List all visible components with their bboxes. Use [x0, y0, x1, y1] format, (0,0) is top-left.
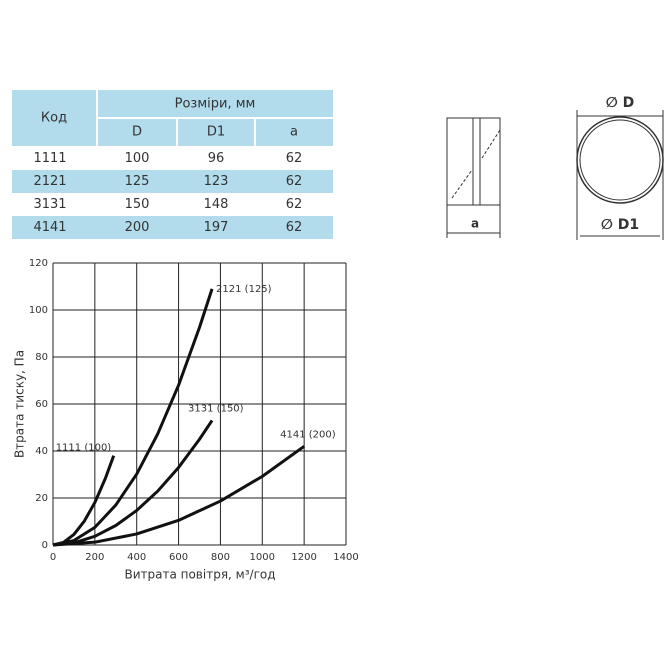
- y-tick-label: 40: [35, 446, 48, 457]
- outer-dim-label: ∅ D: [606, 95, 635, 111]
- hidden-line: [481, 129, 501, 159]
- curve: [52, 445, 306, 547]
- curve: [52, 288, 214, 547]
- x-tick-label: 200: [85, 552, 104, 563]
- x-tick-label: 0: [50, 552, 56, 563]
- table-cell: 62: [286, 151, 303, 166]
- y-axis-label: Втрата тиску, Па: [13, 350, 27, 458]
- table-cell: 62: [286, 197, 303, 212]
- y-tick-label: 100: [29, 305, 48, 316]
- x-tick-label: 1200: [291, 552, 316, 563]
- outer-circle: [576, 116, 664, 204]
- x-tick-label: 1000: [250, 552, 275, 563]
- row-band: [12, 170, 333, 193]
- series-label: 2121 (125): [216, 284, 272, 295]
- table-cell: 197: [204, 220, 229, 235]
- hidden-line: [451, 169, 473, 199]
- x-tick-label: 800: [211, 552, 230, 563]
- x-axis-label: Витрата повітря, м³/год: [124, 568, 275, 582]
- table-cell: 200: [125, 220, 150, 235]
- y-tick-label: 0: [42, 540, 48, 551]
- table-cell: 96: [208, 151, 225, 166]
- row-band: [12, 216, 333, 239]
- side-view: [446, 117, 501, 238]
- table-cell: 100: [125, 151, 150, 166]
- table-cell: 2121: [33, 174, 66, 189]
- y-tick-label: 120: [29, 258, 48, 269]
- table-cell: 123: [204, 174, 229, 189]
- x-tick-label: 400: [127, 552, 146, 563]
- header-column: D: [132, 125, 142, 140]
- table-cell: 3131: [33, 197, 66, 212]
- front-view: [576, 110, 664, 240]
- y-tick-label: 20: [35, 493, 48, 504]
- table-cell: 125: [125, 174, 150, 189]
- side-dim-label: a: [471, 217, 479, 231]
- header-column: D1: [207, 125, 225, 140]
- header-column: a: [290, 125, 298, 140]
- table-cell: 150: [125, 197, 150, 212]
- series-label: 1111 (100): [56, 443, 112, 454]
- spec-table: Код Розміри, мм D D1 a 1111 100 96 62 2121 125 123 6…: [12, 90, 333, 239]
- table-cell: 62: [286, 220, 303, 235]
- header-code: Код: [41, 111, 67, 126]
- table-cell: 62: [286, 174, 303, 189]
- curve: [52, 419, 214, 547]
- inner-dim-label: ∅ D1: [601, 217, 639, 233]
- table-cell: 148: [204, 197, 229, 212]
- table-cell: 4141: [33, 220, 66, 235]
- inner-circle: [579, 119, 661, 201]
- x-tick-label: 1400: [333, 552, 358, 563]
- x-tick-label: 600: [169, 552, 188, 563]
- table-cell: 1111: [33, 151, 66, 166]
- series-label: 3131 (150): [188, 403, 244, 414]
- series-label: 4141 (200): [280, 429, 336, 440]
- y-tick-label: 60: [35, 399, 48, 410]
- header-group: Розміри, мм: [175, 97, 256, 112]
- y-tick-label: 80: [35, 352, 48, 363]
